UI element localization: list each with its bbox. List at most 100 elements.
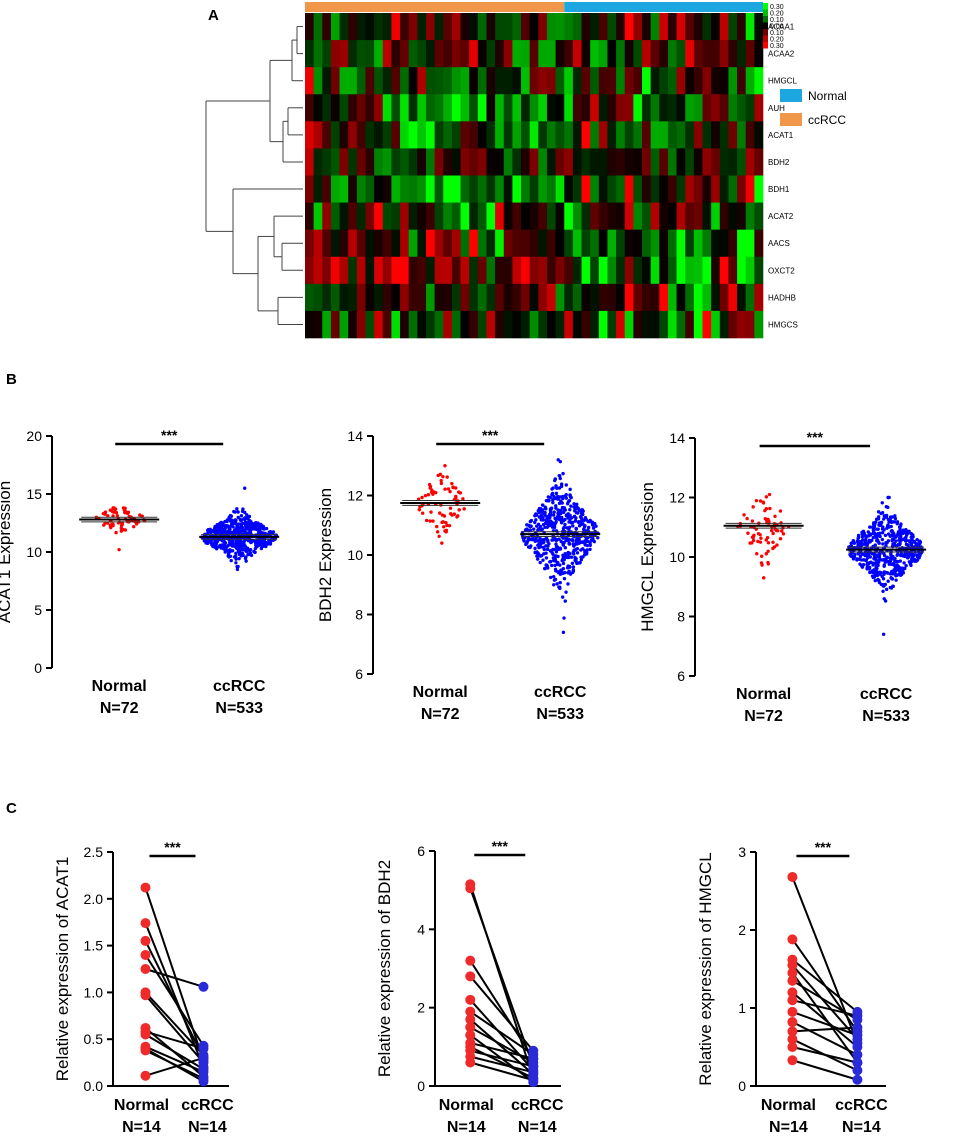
heatmap-cell — [356, 121, 366, 149]
heatmap-cell — [408, 283, 418, 312]
data-point-ccrcc — [558, 572, 563, 576]
heatmap-cell — [400, 283, 409, 312]
y-tick-label: 0 — [417, 1078, 425, 1094]
legend-label-normal: Normal — [808, 89, 847, 103]
heatmap-cell — [624, 256, 634, 285]
y-tick-label: 10 — [669, 549, 685, 565]
x-label-normal: Normal — [114, 1097, 169, 1114]
heatmap-cell — [546, 67, 556, 95]
heatmap-cell — [305, 67, 314, 95]
heatmap-cell — [486, 310, 496, 339]
data-point-ccrcc — [236, 549, 240, 554]
heatmap-cell — [572, 67, 582, 95]
heatmap-cell — [754, 175, 764, 203]
heatmap-cell — [408, 256, 418, 285]
data-point-ccrcc — [544, 507, 548, 511]
heatmap-cell — [642, 40, 651, 68]
data-point-ccrcc — [858, 554, 863, 559]
heatmap-cell — [737, 310, 747, 339]
paired-hmgcl: 0 1 2 3 Relative expression of HMGCL Normal N=… — [696, 839, 888, 1136]
heatmap-cell — [607, 67, 617, 95]
heatmap-cell — [737, 40, 747, 68]
heatmap-cell — [667, 256, 677, 285]
heatmap-cell — [581, 283, 591, 312]
data-point-ccrcc — [541, 522, 546, 527]
heatmap-cell — [676, 283, 686, 312]
pair-line — [144, 994, 205, 1064]
heatmap-cell — [581, 13, 591, 41]
data-point-ccrcc — [561, 556, 565, 561]
gene-label: OXCT2 — [768, 266, 795, 275]
data-point-normal — [756, 531, 761, 536]
heatmap-cell — [382, 13, 392, 41]
heatmap-cell — [745, 175, 755, 203]
data-point-ccrcc — [539, 513, 544, 518]
pair-line — [792, 999, 858, 1017]
data-point-ccrcc — [564, 483, 568, 487]
heatmap-cell — [477, 202, 487, 230]
data-point-ccrcc — [884, 505, 889, 509]
heatmap-cell — [745, 202, 755, 230]
heatmap-cell — [590, 121, 600, 149]
data-point-ccrcc — [543, 513, 547, 517]
heatmap-cell — [598, 121, 608, 149]
heatmap-cell — [711, 202, 721, 230]
data-point-ccrcc — [889, 552, 893, 556]
gene-label: HADHB — [768, 293, 796, 302]
heatmap-cell — [624, 40, 634, 68]
heatmap-cell — [339, 94, 349, 122]
data-point-ccrcc — [554, 484, 558, 488]
data-point-ccrcc — [857, 557, 861, 561]
heatmap-cell — [719, 229, 729, 258]
heatmap-cell — [451, 256, 461, 285]
heatmap-cell — [417, 13, 427, 41]
data-point-ccrcc — [852, 1010, 863, 1021]
data-point-ccrcc — [538, 554, 543, 558]
data-point-ccrcc — [906, 554, 911, 558]
heatmap-cell — [512, 283, 522, 312]
y-tick-label: 3 — [738, 844, 746, 860]
heatmap-cell — [443, 121, 453, 149]
data-point-ccrcc — [219, 520, 224, 525]
group-bar-normal — [564, 2, 763, 12]
pair-line — [792, 1010, 858, 1037]
data-point-ccrcc — [552, 574, 556, 579]
group-annotation-bar — [305, 2, 763, 12]
heatmap-cell — [564, 121, 574, 149]
data-point-ccrcc — [900, 566, 904, 571]
heatmap-cell — [382, 202, 392, 230]
color-scale-label: 0.20 — [770, 37, 784, 44]
heatmap-cell — [477, 310, 487, 339]
heatmap-cell — [356, 94, 366, 122]
paired-bdh2: 0 2 4 6 Relative expression of BDH2 Normal N=1… — [375, 838, 564, 1136]
heatmap-cell — [521, 67, 530, 95]
heatmap-cell — [477, 40, 487, 68]
data-point-normal — [762, 576, 766, 580]
data-point-ccrcc — [544, 551, 548, 555]
heatmap-cell — [650, 94, 660, 122]
heatmap-cell — [590, 229, 600, 258]
heatmap-cell — [460, 256, 470, 285]
data-point-normal — [781, 532, 786, 536]
data-point-ccrcc — [245, 546, 250, 550]
heatmap-cells — [305, 13, 764, 339]
heatmap-cell — [693, 283, 703, 312]
heatmap-cell — [434, 256, 444, 285]
heatmap-cell — [538, 283, 548, 312]
data-point-ccrcc — [898, 531, 903, 536]
data-point-normal — [766, 541, 771, 545]
heatmap-cell — [616, 13, 626, 41]
pair-line — [145, 1030, 204, 1050]
heatmap-cell — [728, 67, 738, 95]
data-point-ccrcc — [573, 547, 578, 552]
heatmap-cell — [348, 256, 358, 285]
heatmap-cell — [598, 202, 608, 230]
pair-line — [469, 975, 535, 1052]
heatmap-cell — [737, 148, 747, 176]
heatmap-cell — [737, 67, 747, 95]
data-point-ccrcc — [259, 523, 264, 528]
data-point-ccrcc — [543, 566, 547, 571]
data-point-ccrcc — [909, 543, 914, 547]
data-point-ccrcc — [554, 538, 559, 543]
heatmap-cell — [322, 175, 332, 203]
